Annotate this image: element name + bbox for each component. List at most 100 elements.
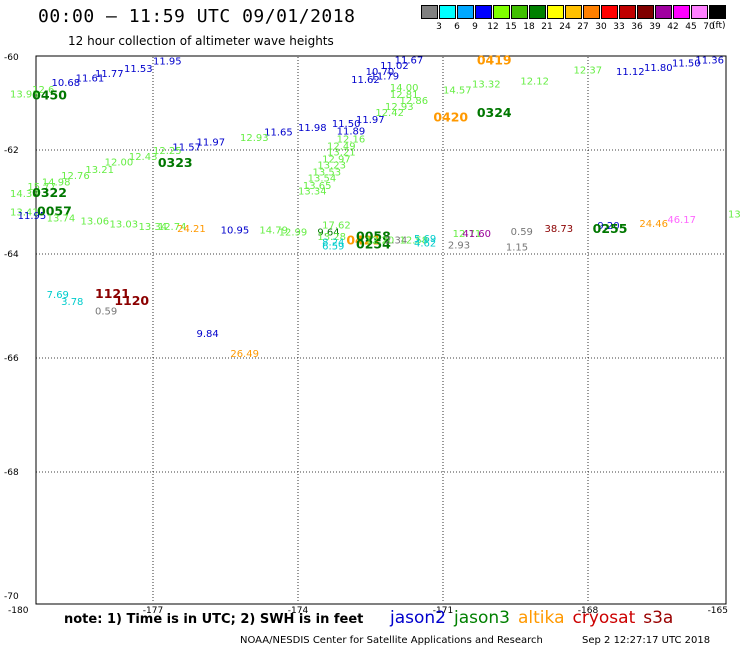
wave-height-label: 41.60 xyxy=(462,229,491,240)
wave-height-label: 11.12 xyxy=(616,67,645,78)
pass-time-label: 0419 xyxy=(477,52,512,67)
wave-height-label: 12.43 xyxy=(129,152,158,163)
pass-time-label: 0421 xyxy=(346,232,381,247)
scale-swatch xyxy=(655,5,672,19)
color-scale-labels: 3 6 9 12 15 18 21 24 27 30 33 36 39 42 45 70 xyxy=(421,22,740,34)
legend-jason3: jason3 xyxy=(454,608,510,628)
wave-height-label: 7.69 xyxy=(47,290,69,301)
wave-height-label: 13.07 xyxy=(728,209,740,220)
wave-height-label: 3.78 xyxy=(61,297,83,308)
scale-swatch xyxy=(457,5,474,19)
wave-height-label: 1.15 xyxy=(506,243,528,254)
scale-label: 9 xyxy=(472,22,478,32)
graticule xyxy=(36,57,726,603)
longitude-label: -165 xyxy=(708,606,728,616)
scale-label: 15 xyxy=(505,22,517,32)
scale-swatch xyxy=(511,5,528,19)
wave-height-label: 11.50 xyxy=(332,119,361,130)
wave-height-label: 9.20 xyxy=(597,221,619,232)
wave-height-label: 11.57 xyxy=(172,143,201,154)
wave-height-label: 12.74 xyxy=(158,222,187,233)
wave-height-label: 12.86 xyxy=(400,96,429,107)
scale-label: 30 xyxy=(595,22,607,32)
wave-height-label: 12.37 xyxy=(574,66,603,77)
wave-height-label: 46.17 xyxy=(667,215,696,226)
latitude-labels: -60 -62 -64 -66 -68 -70 xyxy=(4,53,19,602)
wave-height-label: 13.41 xyxy=(10,207,39,218)
wave-height-label: 0.59 xyxy=(95,307,117,318)
wave-height-label: 14.00 xyxy=(390,83,419,94)
wave-height-label: 26.49 xyxy=(230,349,259,360)
wave-height-label: 13.34 xyxy=(139,222,168,233)
legend-altika: altika xyxy=(518,608,565,628)
scale-label: 24 xyxy=(559,22,571,32)
scale-label: 45 xyxy=(685,22,697,32)
latitude-label: -62 xyxy=(4,146,19,156)
wave-height-label: 13.32 xyxy=(472,80,501,91)
latitude-label: -66 xyxy=(4,354,19,364)
pass-time-label: 1121 xyxy=(95,286,130,301)
wave-height-label: 13.54 xyxy=(308,174,337,185)
footer-timestamp: Sep 2 12:27:17 UTC 2018 xyxy=(582,635,711,646)
pass-time-label: 0324 xyxy=(477,105,512,120)
map-frame xyxy=(35,55,727,605)
pass-time-label: 0323 xyxy=(158,155,193,170)
wave-height-label: 13.53 xyxy=(313,167,342,178)
wave-height-label: 12.81 xyxy=(390,90,419,101)
wave-height-label: 12.00 xyxy=(105,157,134,168)
latitude-label: -60 xyxy=(4,53,19,63)
wave-height-label: 13.93 xyxy=(10,90,39,101)
wave-height-label: 10.95 xyxy=(221,226,250,237)
wave-height-label: 5.69 xyxy=(414,234,436,245)
longitude-label: -171 xyxy=(433,606,453,616)
scale-label: 12 xyxy=(487,22,499,32)
wave-height-label: 11.61 xyxy=(76,73,105,84)
wave-height-label: 12.93 xyxy=(385,102,414,113)
color-scale xyxy=(421,5,727,19)
scale-swatch xyxy=(673,5,690,19)
pass-time-label: 0255 xyxy=(593,221,628,236)
map-note: note: 1) Time is in UTC; 2) SWH is in fe… xyxy=(64,612,364,627)
wave-height-label: 15.77 xyxy=(27,182,56,193)
wave-height-label: 11.02 xyxy=(380,61,409,72)
wave-height-label: 6.59 xyxy=(322,242,344,253)
scale-unit: (ft) xyxy=(712,21,726,31)
wave-height-label: 11.77 xyxy=(95,69,124,80)
wave-height-label: 12.99 xyxy=(279,228,308,239)
wave-height-label: 14.38 xyxy=(10,189,39,200)
wave-height-label: 11.95 xyxy=(18,211,47,222)
wave-height-label: 12.58 xyxy=(400,235,429,246)
longitude-label: -174 xyxy=(288,606,309,616)
wave-height-label: 11.50 xyxy=(672,59,701,70)
wave-height-label: 2.93 xyxy=(448,241,470,252)
scale-label: 3 xyxy=(436,22,442,32)
wave-height-label: 13.23 xyxy=(317,161,346,172)
wave-height-label: 11.97 xyxy=(356,115,385,126)
pass-time-label: 0322 xyxy=(32,185,67,200)
wave-height-label: 17.62 xyxy=(322,220,351,231)
wave-height-label: 13.34 xyxy=(298,187,327,198)
latitude-label: -64 xyxy=(4,250,19,260)
scale-label: 42 xyxy=(667,22,679,32)
wave-height-label: 12.93 xyxy=(240,133,269,144)
wave-height-label: 11.36 xyxy=(695,55,724,66)
pass-time-label: 0058 xyxy=(356,228,391,243)
wave-height-label: 12.71 xyxy=(453,229,482,240)
scale-swatch xyxy=(547,5,564,19)
wave-height-label: 12.42 xyxy=(375,108,404,119)
wave-height-label: 10.70 xyxy=(366,67,395,78)
footer-source: NOAA/NESDIS Center for Satellite Applica… xyxy=(240,635,543,646)
wave-height-label: 24.46 xyxy=(639,219,668,230)
wave-height-label: 12.16 xyxy=(337,134,366,145)
wave-height-label: 14.57 xyxy=(443,86,472,97)
wave-height-label: 12.49 xyxy=(327,141,356,152)
scale-swatch xyxy=(637,5,654,19)
scale-label: 70 xyxy=(703,22,715,32)
scale-swatch xyxy=(619,5,636,19)
scale-swatch xyxy=(439,5,456,19)
wave-height-label: 13.21 xyxy=(327,148,356,159)
wave-height-label: 13.21 xyxy=(85,165,114,176)
wave-height-label: 11.62 xyxy=(351,75,380,86)
